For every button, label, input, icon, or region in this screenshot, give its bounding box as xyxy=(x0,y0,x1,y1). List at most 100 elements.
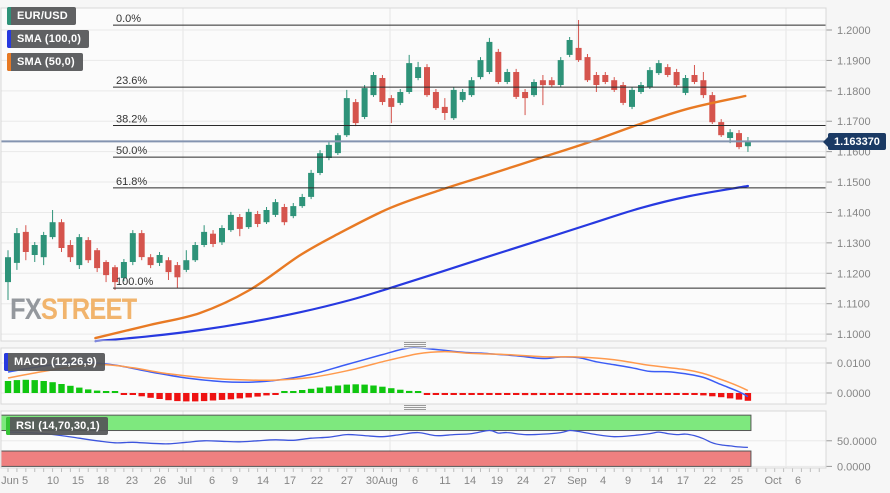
candle xyxy=(477,60,484,78)
candle xyxy=(308,172,315,197)
macd-histogram-bar xyxy=(619,393,627,395)
rsi-overbought-band xyxy=(0,414,752,432)
sma100-label: SMA (100,0) xyxy=(17,33,82,45)
price-axis-label: 1.1100 xyxy=(837,299,870,311)
time-axis-label: 6 xyxy=(209,475,215,487)
rsi-panel-resize-handle[interactable] xyxy=(404,405,426,410)
macd-signal-line xyxy=(7,350,749,392)
candle xyxy=(744,141,751,147)
macd-histogram-bar xyxy=(432,393,440,395)
time-axis-label: 11 xyxy=(439,475,450,487)
macd-histogram-bar xyxy=(40,381,47,393)
candle xyxy=(691,75,698,82)
candle xyxy=(138,233,145,258)
candle xyxy=(673,72,680,86)
sma100-badge[interactable]: SMA (100,0) xyxy=(7,30,90,48)
macd-histogram-bar xyxy=(637,393,645,395)
macd-histogram-bar xyxy=(584,393,591,395)
price-axis-label: 1.1300 xyxy=(837,238,871,250)
candle xyxy=(566,40,573,55)
macd-histogram-bar xyxy=(165,393,172,401)
candle xyxy=(646,70,653,88)
candle xyxy=(441,106,448,113)
price-axis-label: 1.1500 xyxy=(837,177,871,189)
candle xyxy=(522,92,529,99)
macd-histogram-bar xyxy=(450,393,457,395)
candle xyxy=(415,67,422,78)
symbol-label: EUR/USD xyxy=(17,10,68,22)
macd-histogram-bar xyxy=(120,393,128,395)
macd-histogram-bar xyxy=(726,393,734,399)
macd-histogram-bar xyxy=(441,393,448,395)
macd-histogram-bar xyxy=(129,393,136,395)
candle xyxy=(424,67,430,96)
candle xyxy=(361,88,368,117)
macd-histogram-bar xyxy=(307,388,315,393)
candle xyxy=(120,262,127,279)
price-axis-label: 1.1000 xyxy=(837,329,871,341)
macd-histogram-bar xyxy=(664,393,671,395)
candle xyxy=(397,92,404,103)
macd-histogram-bar xyxy=(281,391,288,393)
candle xyxy=(245,211,252,228)
candle xyxy=(263,210,270,223)
panel-border xyxy=(0,347,827,405)
price-axis-label: 1.1400 xyxy=(837,207,871,219)
macd-histogram-bar xyxy=(290,391,297,393)
candle xyxy=(236,217,243,229)
macd-histogram-bar xyxy=(263,393,270,396)
macd-histogram-bar xyxy=(539,393,547,395)
macd-histogram-bar xyxy=(76,387,83,393)
macd-badge[interactable]: MACD (12,26,9) xyxy=(4,353,105,371)
macd-panel-resize-handle[interactable] xyxy=(404,342,426,347)
macd-histogram-bar xyxy=(691,393,698,395)
symbol-badge[interactable]: EUR/USD xyxy=(7,7,76,25)
time-axis-label: 24 xyxy=(517,475,529,487)
candle xyxy=(343,98,350,136)
candle xyxy=(85,240,92,261)
candle xyxy=(210,233,216,244)
macd-histogram-bar xyxy=(334,385,342,393)
time-axis-label: 5 xyxy=(22,475,28,487)
candle xyxy=(602,75,609,82)
macd-histogram-bar xyxy=(602,393,609,395)
time-axis-label: 18 xyxy=(97,475,109,487)
candle xyxy=(611,80,618,90)
macd-histogram-bar xyxy=(67,385,74,393)
macd-histogram-bar xyxy=(486,393,493,395)
candle xyxy=(406,63,413,92)
macd-histogram-bar xyxy=(299,390,306,393)
macd-histogram-bar xyxy=(22,379,29,393)
candle xyxy=(156,255,163,263)
macd-histogram-bar xyxy=(628,393,636,395)
rsi-badge[interactable]: RSI (14,70,30,1) xyxy=(6,417,108,435)
candle xyxy=(227,214,234,231)
macd-histogram-bar xyxy=(343,384,350,393)
macd-histogram-bar xyxy=(557,393,564,395)
time-axis-label: 14 xyxy=(464,475,476,487)
macd-histogram-bar xyxy=(646,393,654,395)
rsi-axis-label: 50.0000 xyxy=(837,436,877,448)
candle xyxy=(557,60,564,85)
macd-histogram-bar xyxy=(316,387,324,393)
time-axis-label: 23 xyxy=(126,475,138,487)
rsi-oversold-band xyxy=(0,450,752,467)
candle xyxy=(575,47,582,61)
macd-histogram-bar xyxy=(735,393,743,400)
candle xyxy=(13,233,20,263)
sma50-badge[interactable]: SMA (50,0) xyxy=(7,53,83,71)
macd-histogram-bar xyxy=(468,393,475,395)
sma50-accent-bar xyxy=(7,53,11,71)
candle xyxy=(31,245,38,255)
macd-histogram-bar xyxy=(504,393,511,395)
macd-histogram-bar xyxy=(174,393,181,402)
macd-histogram-bar xyxy=(156,393,163,399)
candle xyxy=(147,257,154,266)
panel-border xyxy=(0,410,827,469)
macd-histogram-bar xyxy=(325,386,333,393)
macd-histogram-bar xyxy=(13,380,21,393)
macd-histogram-bar xyxy=(85,389,92,393)
macd-histogram-bar xyxy=(4,381,12,393)
